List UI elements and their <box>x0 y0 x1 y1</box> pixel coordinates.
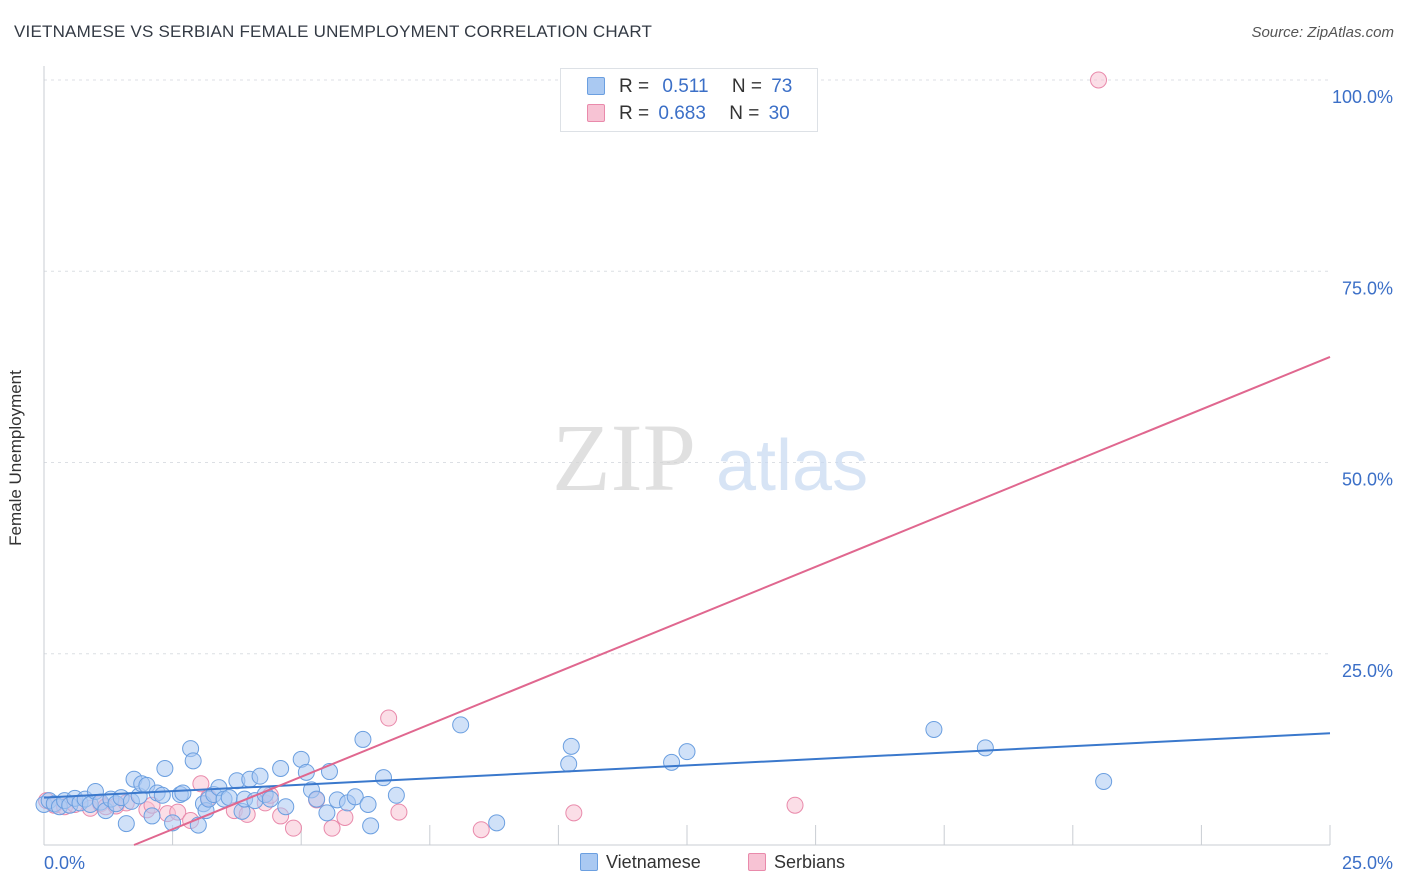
vietnamese-point-62 <box>387 786 405 804</box>
vietnamese-point-63 <box>452 716 470 734</box>
vietnamese-point-57 <box>346 788 364 806</box>
y-tick-label-2: 50.0% <box>1342 470 1393 490</box>
vietnamese-point-61 <box>375 769 393 787</box>
vietnamese-point-69 <box>925 720 943 738</box>
vietnamese-point-60 <box>362 817 380 835</box>
watermark-zip: ZIP <box>552 404 696 511</box>
vietnamese-point-66 <box>562 737 580 755</box>
watermark-atlas: atlas <box>716 426 868 506</box>
vietnamese-point-47 <box>272 760 290 777</box>
vietnamese-point-59 <box>359 795 377 813</box>
vietnamese-point-16 <box>117 815 135 833</box>
vietnamese-point-44 <box>251 767 269 785</box>
serbians-point-21 <box>284 819 302 837</box>
serbians-point-26 <box>390 803 408 821</box>
x-tick-label-0: 0.0% <box>44 853 85 873</box>
vietnamese-point-70 <box>976 739 994 757</box>
serbians-point-28 <box>565 804 583 822</box>
vietnamese-point-30 <box>184 752 202 770</box>
n-label: N = <box>731 76 762 97</box>
vietnamese-point-53 <box>318 804 336 822</box>
serbians-trend-line <box>133 356 1331 846</box>
serbians-n-value: 30 <box>768 103 790 124</box>
vietnamese-point-68 <box>678 743 696 761</box>
chart-title: VIETNAMESE VS SERBIAN FEMALE UNEMPLOYMEN… <box>14 22 653 41</box>
y-tick-label-1: 75.0% <box>1342 278 1393 298</box>
vietnamese-point-28 <box>174 784 192 802</box>
x-tick-label-1: 25.0% <box>1342 853 1393 873</box>
axes <box>43 66 1330 846</box>
vietnamese-point-48 <box>277 798 295 816</box>
n-label: N = <box>729 103 760 124</box>
serbians-swatch <box>587 104 605 122</box>
vietnamese-point-22 <box>143 807 161 825</box>
vietnamese-point-64 <box>488 814 506 832</box>
source-label: Source: ZipAtlas.com <box>1251 24 1394 41</box>
serbians-legend-swatch <box>748 853 766 871</box>
vietnamese-point-24 <box>153 786 171 804</box>
correlation-legend: R = 0.511 N = 73 R = 0.683 N = 30 <box>560 68 818 132</box>
vietnamese-point-58 <box>354 730 372 748</box>
serbians-point-23 <box>323 819 341 837</box>
vietnamese-r-value: 0.511 <box>662 76 709 97</box>
serbians-legend-label: Serbians <box>774 852 846 872</box>
y-tick-label-3: 25.0% <box>1342 661 1393 681</box>
vietnamese-point-67 <box>663 753 681 771</box>
serbians-point-14 <box>192 775 210 793</box>
serbians-point-29 <box>786 796 804 814</box>
y-tick-label-0: 100.0% <box>1332 87 1393 107</box>
vietnamese-n-value: 73 <box>771 76 793 97</box>
r-label: R = <box>619 103 650 124</box>
serbians-r-value: 0.683 <box>658 103 706 124</box>
bottom-legend-vietnamese: Vietnamese <box>580 852 701 873</box>
serbians-point-30 <box>1090 71 1108 89</box>
vietnamese-legend-label: Vietnamese <box>606 852 701 872</box>
vietnamese-points <box>35 716 1113 835</box>
serbians-point-27 <box>472 821 490 839</box>
r-label: R = <box>619 76 650 97</box>
vietnamese-point-65 <box>560 755 578 773</box>
trend-lines <box>43 356 1331 846</box>
vietnamese-point-25 <box>156 760 174 777</box>
vietnamese-swatch <box>587 77 605 95</box>
vietnamese-legend-swatch <box>580 853 598 871</box>
y-axis-label: Female Unemployment <box>6 370 25 546</box>
vietnamese-point-52 <box>308 790 326 808</box>
serbians-point-24 <box>336 808 354 826</box>
vietnamese-point-46 <box>261 790 279 808</box>
bottom-legend-serbians: Serbians <box>748 852 845 873</box>
serbians-point-25 <box>380 709 398 727</box>
tick-labels: 100.0% 75.0% 50.0% 25.0% 0.0% 25.0% <box>44 87 1393 873</box>
vietnamese-trend-line <box>43 732 1331 799</box>
grid-lines <box>44 79 1331 845</box>
vietnamese-point-71 <box>1095 773 1113 791</box>
